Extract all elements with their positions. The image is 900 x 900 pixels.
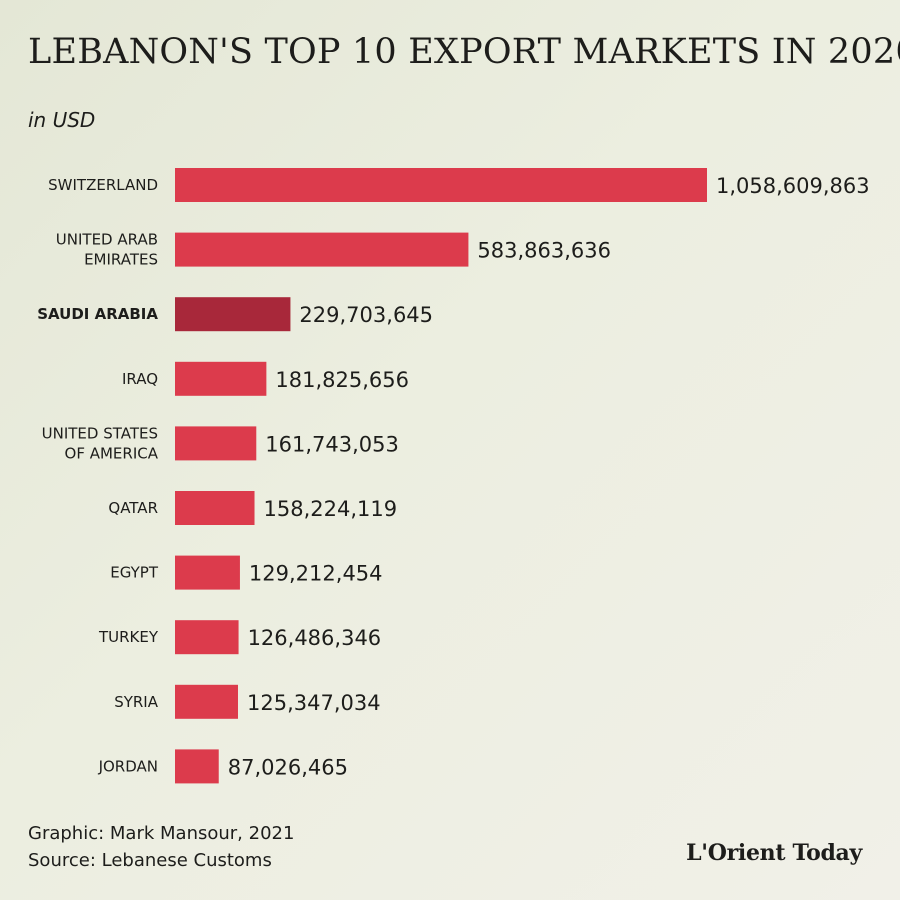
credit-line: Graphic: Mark Mansour, 2021 xyxy=(28,823,295,844)
bar-saudi-arabia xyxy=(175,297,291,332)
bar-jordan xyxy=(175,749,219,784)
brand-logo: L'Orient Today xyxy=(686,840,862,866)
value-label-united-states-of-america: 161,743,053 xyxy=(265,432,399,456)
chart-title: LEBANON'S TOP 10 EXPORT MARKETS IN 2020 xyxy=(28,32,900,72)
bar-united-arab-emirates xyxy=(175,232,469,267)
category-label-saudi-arabia: SAUDI ARABIA xyxy=(37,305,158,323)
category-label-switzerland: SWITZERLAND xyxy=(48,176,158,194)
category-label-united-arab-emirates: UNITED ARAB EMIRATES xyxy=(56,231,158,269)
bar-egypt xyxy=(175,555,240,590)
value-label-united-arab-emirates: 583,863,636 xyxy=(477,239,611,263)
category-label-syria: SYRIA xyxy=(114,693,159,711)
source-line: Source: Lebanese Customs xyxy=(28,850,272,871)
category-label-iraq: IRAQ xyxy=(122,370,158,388)
category-label-turkey: TURKEY xyxy=(98,628,159,646)
category-label-jordan: JORDAN xyxy=(98,757,158,775)
bar-switzerland xyxy=(175,168,707,202)
category-label-united-states-of-america: UNITED STATES OF AMERICA xyxy=(42,424,159,462)
category-label-egypt: EGYPT xyxy=(110,564,159,582)
value-label-turkey: 126,486,346 xyxy=(248,626,382,650)
value-label-egypt: 129,212,454 xyxy=(249,562,383,586)
bar-iraq xyxy=(175,361,267,396)
bar-turkey xyxy=(175,620,239,655)
value-label-switzerland: 1,058,609,863 xyxy=(716,174,870,198)
value-label-saudi-arabia: 229,703,645 xyxy=(299,303,433,327)
bar-syria xyxy=(175,684,238,719)
credits: Graphic: Mark Mansour, 2021 Source: Leba… xyxy=(28,820,294,874)
value-label-syria: 125,347,034 xyxy=(247,691,381,715)
value-label-jordan: 87,026,465 xyxy=(228,755,348,779)
value-label-qatar: 158,224,119 xyxy=(264,497,398,521)
chart-subtitle: in USD xyxy=(28,108,96,132)
value-label-iraq: 181,825,656 xyxy=(275,368,409,392)
bar-qatar xyxy=(175,491,255,525)
bar-united-states-of-america xyxy=(175,426,257,461)
category-label-qatar: QATAR xyxy=(108,499,158,517)
